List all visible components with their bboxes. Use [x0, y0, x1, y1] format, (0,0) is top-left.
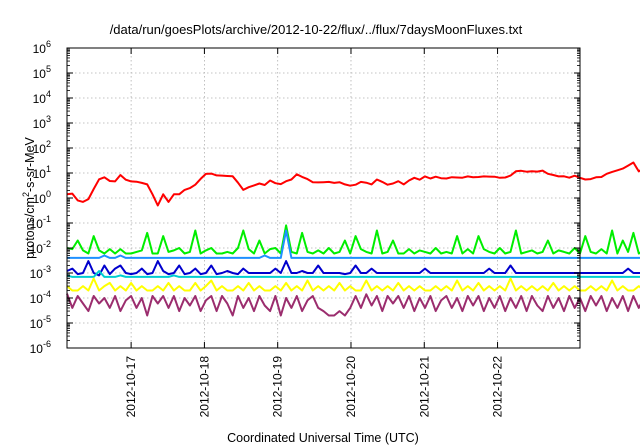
x-axis: 2012-10-17 2012-10-18 2012-10-19 2012-10-20… [124, 48, 505, 418]
y-tick-label: 104 [33, 89, 51, 106]
series-line-0 [66, 161, 640, 207]
y-tick-label: 10-3 [30, 264, 51, 281]
y-tick-label: 10-4 [30, 289, 51, 306]
y-axis-title-part: protons/cm [23, 197, 37, 259]
y-tick-label: 100 [33, 189, 51, 206]
y-axis-title-superscript: 2 [21, 192, 31, 197]
y-axis: 10-6 10-5 10-4 10-3 10-2 10-1 100 101 102 103 104 1… [30, 39, 580, 356]
y-tick-label: 10-1 [30, 214, 51, 231]
y-axis-title-part: -s-sr-MeV [23, 136, 37, 192]
x-tick-label: 2012-10-17 [124, 356, 138, 418]
y-tick-label: 10-6 [30, 339, 51, 356]
grid-lines [67, 48, 580, 348]
y-tick-label: 10-2 [30, 239, 51, 256]
x-tick-label: 2012-10-22 [491, 356, 505, 418]
series-line-5 [66, 277, 640, 292]
x-tick-label: 2012-10-19 [271, 356, 285, 418]
y-tick-label: 105 [33, 64, 51, 81]
y-tick-label: 103 [33, 114, 51, 131]
x-tick-label: 2012-10-21 [417, 356, 431, 418]
series-line-4 [66, 270, 640, 278]
y-tick-label: 10-5 [30, 314, 51, 331]
series-line-6 [66, 293, 640, 317]
series-line-1 [66, 224, 640, 255]
x-tick-label: 2012-10-20 [344, 356, 358, 418]
y-tick-label: 106 [33, 39, 51, 56]
y-tick-label: 101 [33, 164, 51, 181]
x-tick-label: 2012-10-18 [197, 356, 211, 418]
y-axis-title: protons/cm2-s-sr-MeV [21, 136, 37, 258]
series-layer [66, 161, 640, 317]
x-axis-title: Coordinated Universal Time (UTC) [227, 431, 419, 445]
chart-title: /data/run/goesPlots/archive/2012-10-22/f… [110, 22, 523, 37]
y-tick-label: 102 [33, 139, 51, 156]
series-line-2 [67, 229, 640, 259]
series-line-3 [66, 260, 640, 277]
